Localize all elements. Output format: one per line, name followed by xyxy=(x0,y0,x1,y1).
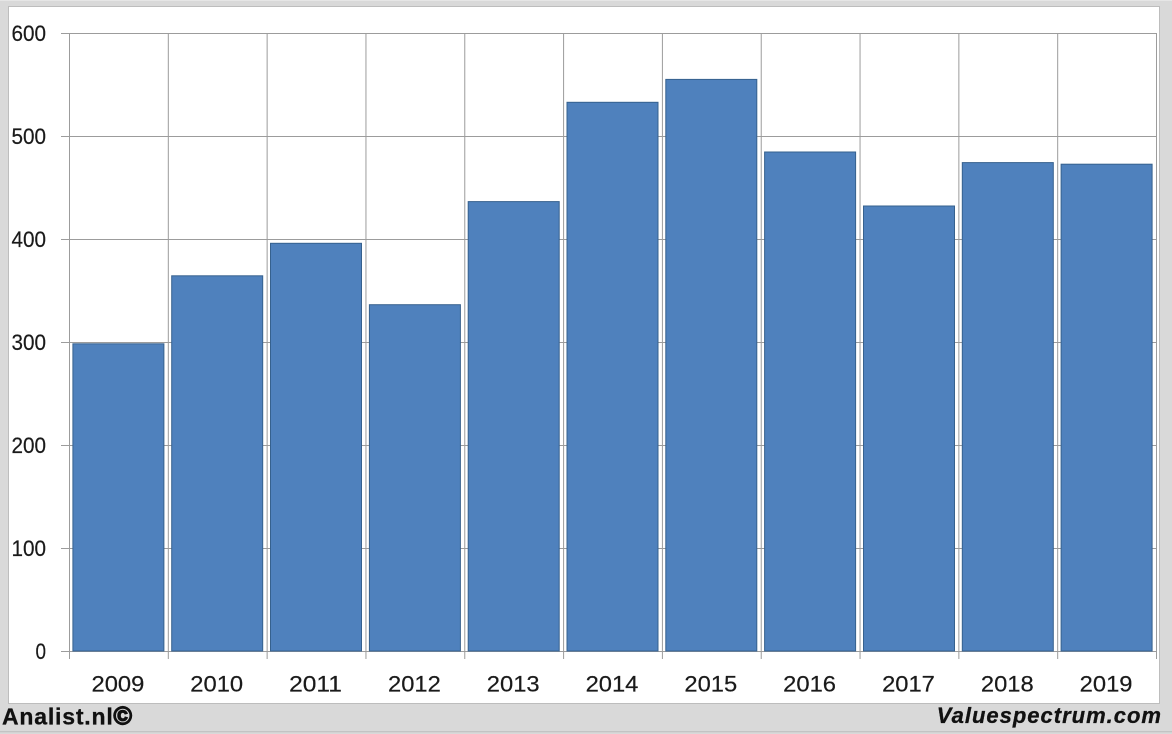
svg-text:2009: 2009 xyxy=(92,671,145,696)
svg-text:2016: 2016 xyxy=(783,671,836,696)
svg-text:2017: 2017 xyxy=(882,671,935,696)
svg-text:2019: 2019 xyxy=(1080,671,1133,696)
svg-text:Valuespectrum.com: Valuespectrum.com xyxy=(937,703,1162,728)
svg-text:2015: 2015 xyxy=(684,671,737,696)
svg-text:2018: 2018 xyxy=(981,671,1034,696)
svg-text:2013: 2013 xyxy=(487,671,540,696)
svg-text:500: 500 xyxy=(12,124,47,149)
svg-text:2014: 2014 xyxy=(586,671,639,696)
svg-text:200: 200 xyxy=(12,433,47,458)
svg-text:2011: 2011 xyxy=(289,671,342,696)
svg-text:Analist.nl©: Analist.nl© xyxy=(2,703,133,731)
svg-text:2010: 2010 xyxy=(190,671,243,696)
svg-text:0: 0 xyxy=(36,639,47,664)
svg-text:2012: 2012 xyxy=(388,671,441,696)
svg-text:300: 300 xyxy=(12,330,47,355)
svg-text:600: 600 xyxy=(12,21,47,46)
svg-text:100: 100 xyxy=(12,536,47,561)
svg-text:400: 400 xyxy=(12,227,47,252)
